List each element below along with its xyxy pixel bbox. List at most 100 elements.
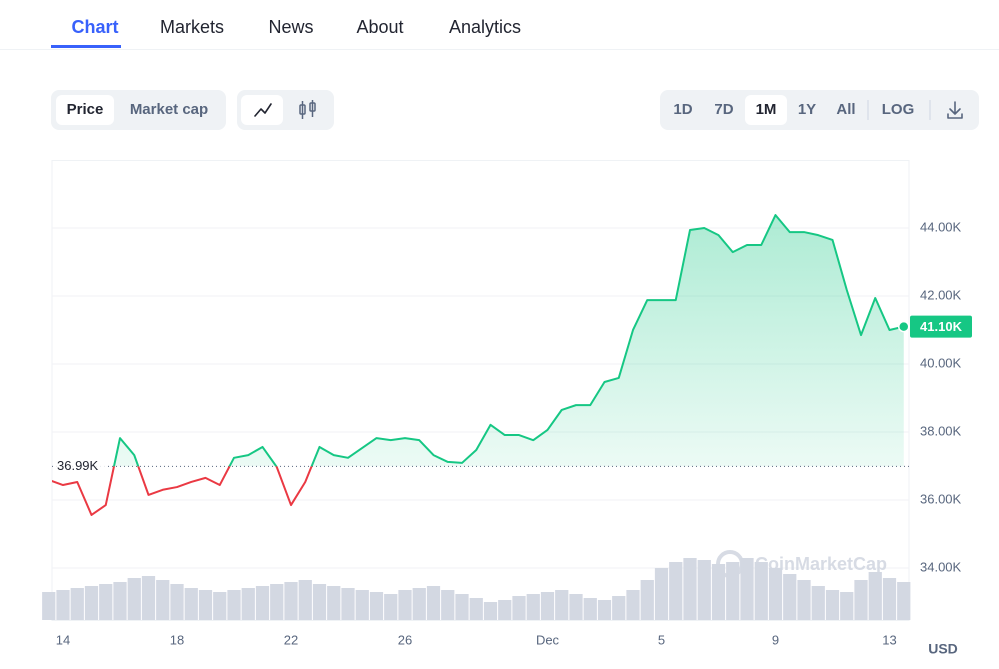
y-tick-label: 36.00K [920, 491, 962, 506]
log-button[interactable]: LOG [882, 101, 915, 118]
volume-bar [626, 590, 640, 620]
range-button[interactable]: 1D [673, 101, 692, 118]
volume-bar [127, 578, 141, 620]
volume-bar [726, 562, 740, 620]
volume-bar [854, 580, 868, 620]
plot: 34.00K 36.00K 38.00K 40.00K 42.00K 44.00K Coin… [42, 214, 972, 647]
volume-bar [84, 586, 99, 620]
volume-bar [483, 602, 498, 620]
x-tick-label: 5 [658, 632, 665, 647]
nav-tab[interactable]: Chart [71, 17, 118, 37]
volume-bar [540, 592, 555, 620]
volume-bar [369, 592, 384, 620]
chart-frame [51, 160, 910, 621]
volume-bar [512, 596, 526, 620]
volume-bar [170, 584, 184, 620]
volume-bar [384, 594, 398, 620]
x-tick-label: 26 [398, 632, 412, 647]
y-tick-label: 42.00K [920, 287, 962, 302]
price-line-down [52, 466, 313, 516]
volume-bar [213, 592, 227, 620]
volume-bar [697, 560, 711, 620]
volume-bar [184, 588, 198, 620]
watermark-logo [716, 550, 744, 578]
volume-bar [426, 586, 441, 620]
nav-tab[interactable]: Markets [160, 17, 224, 37]
volume-bar [412, 588, 426, 620]
y-tick-label: 38.00K [920, 423, 962, 438]
volume-bar [255, 586, 270, 620]
volume-bar [398, 590, 412, 620]
price-tag-bg [910, 315, 972, 338]
volume-bar [198, 590, 213, 620]
volume-bar [270, 584, 284, 620]
volume-bar [70, 588, 84, 620]
y-tick-label: 40.00K [920, 355, 962, 370]
volume-bar [640, 580, 654, 620]
volume-bar [56, 590, 70, 620]
volume-bar [99, 584, 113, 620]
volume-bar [327, 586, 341, 620]
metric-button[interactable]: Market cap [130, 101, 208, 118]
volume-bar [455, 594, 469, 620]
volume-bar [141, 576, 156, 620]
volume-bar [355, 590, 369, 620]
nav-tab[interactable]: About [356, 17, 403, 37]
line-icon [254, 103, 272, 117]
range-button[interactable]: 7D [714, 101, 733, 118]
range-button[interactable]: 1M [756, 101, 777, 118]
button-active-bg [56, 95, 114, 125]
nav-tab[interactable]: Analytics [449, 17, 521, 37]
baseline-label-bg [53, 457, 107, 476]
x-tick-label: 18 [170, 632, 184, 647]
volume-bar [797, 580, 811, 620]
metric-button[interactable]: Price [67, 101, 104, 118]
range-button[interactable]: All [836, 101, 855, 118]
x-tick-label: Dec [536, 632, 560, 647]
volume-bar [811, 586, 825, 620]
price-line-up [112, 214, 904, 467]
y-tick-label: 44.00K [920, 219, 962, 234]
volume-bar [868, 572, 882, 620]
nav-tab[interactable]: News [268, 17, 313, 37]
volume-bar [711, 564, 726, 620]
volume-bar [284, 582, 298, 620]
watermark-text: CoinMarketCap [755, 554, 887, 574]
volume-bar [897, 582, 911, 620]
last-point [898, 320, 910, 333]
volume-bar [441, 590, 455, 620]
volume-bar [583, 598, 597, 620]
volume-bar [882, 578, 897, 620]
volume-bar [42, 592, 56, 620]
volume-bar [740, 558, 754, 620]
candle-icon[interactable] [299, 100, 316, 119]
button-group [660, 90, 979, 130]
range-button[interactable]: 1Y [798, 101, 816, 118]
nav-underline [51, 45, 121, 48]
download-icon[interactable] [947, 101, 963, 119]
volume-bar [298, 580, 312, 620]
volume-bar [555, 590, 569, 620]
volume-bar [113, 582, 127, 620]
volume-bar [654, 568, 669, 620]
volume-bar [526, 594, 540, 620]
volume-bar [498, 600, 512, 620]
volume-bar [783, 574, 797, 620]
price-area [113, 215, 904, 467]
volume-bar [683, 558, 697, 620]
button-active-bg [745, 95, 787, 125]
volume-bar [825, 590, 840, 620]
volume-bar [312, 584, 327, 620]
volume-bar [227, 590, 241, 620]
x-tick-label: 14 [56, 632, 70, 647]
volume-bar [597, 600, 612, 620]
volume-bar [569, 594, 583, 620]
price-tag: 41.10K [920, 319, 963, 334]
volume-bar [241, 588, 255, 620]
volume-bar [754, 562, 768, 620]
watermark: CoinMarketCap [716, 550, 887, 578]
volume-bar [612, 596, 626, 620]
volume-bar [156, 580, 170, 620]
volume-bar [341, 588, 355, 620]
volume-bar [768, 568, 783, 620]
